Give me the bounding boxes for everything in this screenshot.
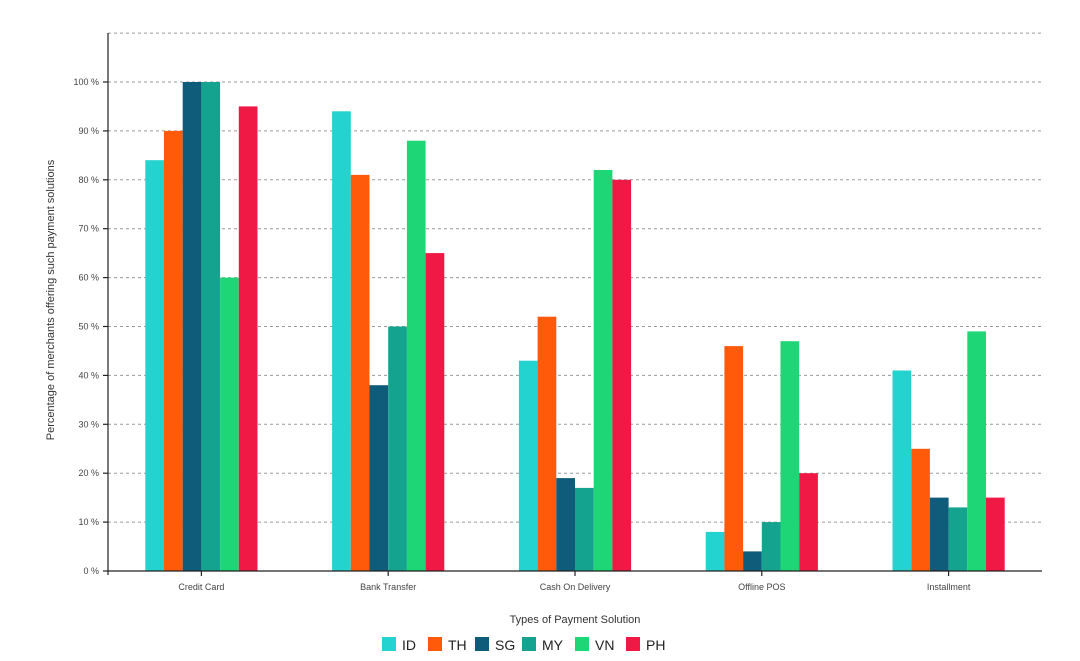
- bar-ph: [612, 179, 632, 572]
- x-category-label: Cash On Delivery: [540, 582, 611, 592]
- bar-my: [948, 507, 968, 571]
- legend-label-ph: PH: [646, 637, 665, 653]
- x-category-label: Offline POS: [738, 582, 785, 592]
- legend-label-vn: VN: [595, 637, 614, 653]
- bar-id: [518, 360, 538, 571]
- x-axis-title: Types of Payment Solution: [510, 614, 641, 626]
- bar-sg: [929, 497, 949, 571]
- legend-swatch-ph: [626, 637, 640, 651]
- x-category-label: Bank Transfer: [360, 582, 416, 592]
- bar-sg: [556, 478, 575, 571]
- legend-swatch-my: [522, 637, 536, 651]
- bar-vn: [406, 140, 426, 571]
- bar-ph: [238, 106, 258, 572]
- bar-my: [761, 522, 781, 571]
- legend-label-sg: SG: [495, 637, 515, 653]
- bar-id: [705, 531, 725, 571]
- bar-th: [724, 346, 744, 571]
- bar-id: [332, 111, 351, 572]
- bar-th: [911, 448, 930, 572]
- legend-swatch-sg: [475, 637, 489, 651]
- bar-sg: [369, 385, 389, 571]
- axes: [103, 33, 1042, 576]
- x-category-labels: Credit Card Bank Transfer Cash On Delivery…: [178, 582, 970, 592]
- bar-th: [350, 174, 370, 571]
- y-tick-label: 100 %: [73, 77, 99, 87]
- y-tick-label: 90 %: [78, 126, 99, 136]
- bar-my: [575, 487, 594, 571]
- y-tick-label: 0 %: [83, 566, 99, 576]
- bar-id: [145, 160, 164, 571]
- bar-th: [164, 130, 183, 571]
- legend: ID TH SG MY VN PH: [382, 637, 665, 653]
- y-tick-label: 20 %: [78, 468, 99, 478]
- bar-my: [388, 326, 407, 571]
- bar-vn: [780, 341, 800, 571]
- legend-swatch-id: [382, 637, 396, 651]
- y-tick-label: 60 %: [78, 273, 99, 283]
- bar-vn: [967, 331, 986, 571]
- legend-swatch-vn: [575, 637, 589, 651]
- bar-th: [537, 316, 557, 571]
- bars: [145, 82, 1005, 572]
- bar-ph: [799, 473, 818, 571]
- legend-label-id: ID: [402, 637, 416, 653]
- y-tick-label: 50 %: [78, 322, 99, 332]
- bar-vn: [593, 170, 613, 571]
- y-tick-label: 80 %: [78, 175, 99, 185]
- bar-sg: [182, 82, 202, 571]
- legend-swatch-th: [428, 637, 442, 651]
- bar-my: [201, 82, 221, 571]
- x-category-label: Installment: [927, 582, 971, 592]
- x-category-label: Credit Card: [178, 582, 224, 592]
- legend-label-th: TH: [448, 637, 467, 653]
- bar-vn: [220, 277, 239, 571]
- y-tick-label: 10 %: [78, 517, 99, 527]
- y-tick-label: 70 %: [78, 224, 99, 234]
- bar-ph: [425, 253, 445, 571]
- bar-id: [892, 370, 912, 571]
- legend-label-my: MY: [542, 637, 564, 653]
- y-tick-label: 40 %: [78, 370, 99, 380]
- y-tick-label: 30 %: [78, 419, 99, 429]
- y-tick-labels: 0 % 10 % 20 % 30 % 40 % 50 % 60 % 70 % 80 % 90 % 1…: [73, 77, 99, 576]
- bar-ph: [986, 497, 1005, 571]
- y-axis-title: Percentage of merchants offering such pa…: [45, 159, 57, 440]
- bar-sg: [743, 551, 762, 571]
